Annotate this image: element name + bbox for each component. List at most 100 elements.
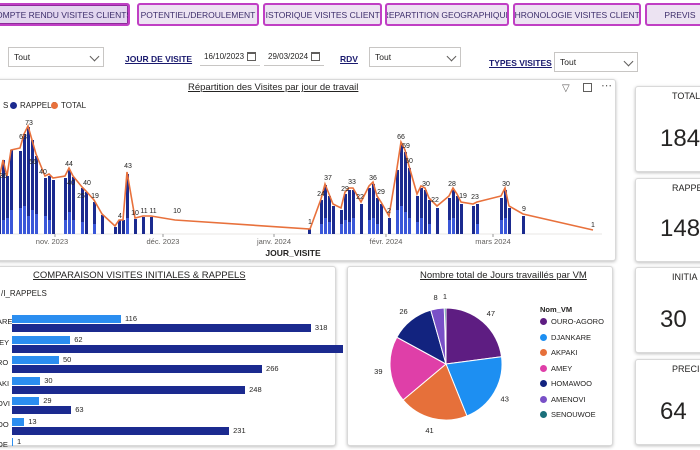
calendar-icon[interactable] bbox=[247, 52, 256, 61]
kpi-card-rappels: RAPPE 148 bbox=[635, 178, 700, 262]
hbar-initial bbox=[12, 397, 40, 405]
legend-dot bbox=[540, 318, 547, 325]
nav-tab-compte-rendu[interactable]: COMPTE RENDU VISITES CLIENTS bbox=[0, 3, 130, 26]
legend-label: AMENOVI bbox=[551, 394, 586, 404]
daily-visits-panel: Répartition des Visites par jour de trav… bbox=[0, 79, 616, 261]
focus-mode-icon[interactable] bbox=[583, 83, 592, 92]
comparison-title: COMPARAISON VISITES INITIALES & RAPPELS bbox=[33, 270, 246, 281]
comparison-bars: ARE116318IEY62352RO50266AKI30248OVI2963O… bbox=[0, 267, 359, 449]
rdv-filter-value: Tout bbox=[375, 52, 392, 62]
data-label: 36 bbox=[0, 173, 7, 180]
legend-dot bbox=[540, 364, 547, 372]
kpi-value: 184 bbox=[660, 125, 700, 152]
filter-icon[interactable]: ▽ bbox=[562, 83, 570, 94]
legend-label-total: TOTAL bbox=[61, 101, 87, 110]
hbar-initial bbox=[12, 376, 41, 385]
data-label: 22 bbox=[356, 194, 364, 201]
legend-label-rappels: RAPPELS bbox=[20, 101, 57, 110]
hbar-value-rappels: 318 bbox=[314, 323, 328, 332]
data-label: 25 bbox=[77, 193, 85, 200]
x-axis-label: JOUR_VISITE bbox=[265, 248, 321, 258]
pie-value-label: 39 bbox=[374, 367, 382, 376]
vm-filter-select[interactable]: Tout bbox=[8, 47, 104, 67]
types-visites-select[interactable]: Tout bbox=[554, 52, 638, 72]
nav-tab-historique[interactable]: HISTORIQUE VISITES CLIENTS bbox=[263, 3, 382, 26]
date-start-input[interactable]: 16/10/2023 bbox=[200, 48, 260, 66]
legend-dot bbox=[540, 349, 547, 356]
hbar-value-rappels: 248 bbox=[249, 384, 262, 394]
types-visites-value: Tout bbox=[560, 57, 577, 67]
data-label: 11 bbox=[149, 208, 156, 215]
data-label: 1 bbox=[591, 222, 595, 229]
hbar-initial bbox=[12, 315, 122, 323]
data-labels: 73 63 56 40 44 36 40 40 25 19 43 4 10 11… bbox=[0, 120, 595, 229]
data-label: 40 bbox=[67, 180, 75, 187]
data-label: 22 bbox=[431, 197, 439, 204]
data-label: 40 bbox=[83, 180, 91, 187]
date-start-value: 16/10/2023 bbox=[204, 52, 245, 61]
legend-label: HOMAWOO bbox=[551, 379, 592, 388]
date-end-value: 29/03/2024 bbox=[268, 52, 309, 61]
legend-dot bbox=[540, 411, 547, 418]
pie-slice bbox=[443, 307, 447, 365]
x-tick-nov: nov. 2023 bbox=[36, 237, 68, 246]
nav-tab-repartition[interactable]: REPARTITION GEOGRAPHIQUE bbox=[385, 3, 509, 26]
data-label: 33 bbox=[348, 179, 356, 186]
legend-label-s: S bbox=[3, 101, 9, 110]
x-tick-dec: déc. 2023 bbox=[147, 237, 180, 246]
pie-legend-item[interactable]: AMENOVI bbox=[540, 395, 586, 404]
total-line bbox=[0, 123, 594, 231]
comparison-panel: COMPARAISON VISITES INITIALES & RAPPELS … bbox=[0, 266, 359, 449]
kpi-value: 30 bbox=[660, 306, 687, 333]
nav-tab-previs[interactable]: PREVIS bbox=[645, 3, 700, 26]
data-label: 37 bbox=[324, 175, 332, 182]
data-label: 59 bbox=[402, 143, 410, 150]
calendar-icon[interactable] bbox=[311, 52, 320, 61]
chevron-down-icon bbox=[623, 56, 634, 67]
data-label: 30 bbox=[422, 181, 430, 188]
data-label: 30 bbox=[502, 181, 510, 188]
hbar-row-label: ARE bbox=[0, 317, 13, 326]
pie-legend-item[interactable]: HOMAWOO bbox=[540, 379, 592, 388]
hbar-row-label: OE bbox=[0, 440, 8, 449]
pie-legend-item[interactable]: AMEY bbox=[540, 364, 572, 373]
hbar-rappels bbox=[12, 406, 72, 414]
hbar-value-initial: 116 bbox=[125, 314, 137, 323]
data-label: 23 bbox=[471, 194, 479, 201]
more-options-icon[interactable]: ⋯ bbox=[601, 80, 612, 92]
date-end-input[interactable]: 29/03/2024 bbox=[264, 48, 324, 66]
legend-dot bbox=[540, 380, 547, 387]
nav-tab-chronologie[interactable]: CHRONOLOGIE VISITES CLIENTS bbox=[513, 3, 641, 26]
hbar-initial bbox=[12, 438, 13, 446]
data-label: 29 bbox=[377, 189, 385, 196]
pie-legend-item[interactable]: AKPAKI bbox=[540, 348, 578, 357]
legend-item-rappels: RAPPELS bbox=[10, 101, 57, 110]
data-label: 24 bbox=[317, 191, 325, 198]
data-label: 63 bbox=[19, 134, 27, 141]
rdv-filter-select[interactable]: Tout bbox=[369, 47, 461, 67]
hbar-row-label: IEY bbox=[0, 337, 10, 347]
comparison-legend-label: /I_RAPPELS bbox=[1, 289, 47, 298]
pie-legend-item[interactable]: OURO-AGORO bbox=[540, 317, 604, 326]
legend-item-s: S bbox=[3, 101, 8, 110]
pie-legend-item[interactable]: DJANKARE bbox=[540, 333, 591, 342]
kpi-title: PRECISE bbox=[672, 364, 700, 374]
hbar-value-initial: 1 bbox=[16, 437, 22, 446]
hbar-rappels bbox=[12, 324, 311, 332]
kpi-card-initiales: INITIA 30 bbox=[635, 267, 700, 353]
data-label: 44 bbox=[65, 161, 73, 168]
pie-legend-item[interactable]: SENOUWOE bbox=[540, 410, 596, 419]
pie-legend: OURO-AGORO DJANKARE AKPAKI AMEY HOMAWOO AMENO… bbox=[540, 317, 620, 427]
hbar-rappels bbox=[12, 426, 230, 435]
hbar-rappels bbox=[12, 344, 343, 353]
data-label: 73 bbox=[25, 120, 33, 127]
x-tick-mar: mars 2024 bbox=[475, 237, 510, 246]
kpi-card-total: TOTAL 184 bbox=[635, 86, 700, 172]
pie-title: Nombre total de Jours travaillés par VM bbox=[420, 270, 587, 281]
x-tick-feb: févr. 2024 bbox=[370, 237, 403, 246]
nav-tab-potentiel[interactable]: POTENTIEL/DEROULEMENT bbox=[137, 3, 259, 26]
pie-value-label: 41 bbox=[425, 426, 433, 435]
hbar-value-rappels: 266 bbox=[266, 364, 279, 373]
data-label: 36 bbox=[369, 175, 377, 182]
chevron-down-icon bbox=[89, 51, 100, 62]
